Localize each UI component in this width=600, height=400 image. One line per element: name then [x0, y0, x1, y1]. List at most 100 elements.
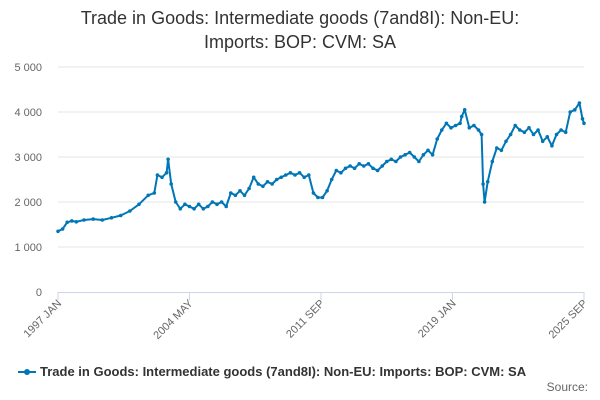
data-point[interactable] — [380, 164, 385, 168]
data-point[interactable] — [288, 171, 293, 175]
data-point[interactable] — [403, 153, 407, 157]
data-point[interactable] — [173, 200, 178, 204]
data-point[interactable] — [187, 204, 192, 209]
data-point[interactable] — [366, 162, 371, 166]
data-point[interactable] — [137, 202, 141, 207]
data-point[interactable] — [495, 146, 499, 150]
data-point[interactable] — [453, 123, 458, 128]
data-point[interactable] — [459, 114, 464, 119]
data-point[interactable] — [352, 166, 357, 171]
data-point[interactable] — [60, 227, 65, 231]
data-point[interactable] — [371, 166, 375, 171]
data-point[interactable] — [65, 220, 69, 225]
data-point[interactable] — [109, 216, 114, 220]
data-point[interactable] — [568, 110, 572, 114]
data-point[interactable] — [238, 189, 242, 193]
data-point[interactable] — [476, 128, 481, 132]
data-point[interactable] — [160, 175, 164, 180]
data-point[interactable] — [449, 126, 453, 130]
data-point[interactable] — [210, 200, 215, 204]
legend[interactable]: Trade in Goods: Intermediate goods (7and… — [18, 364, 526, 379]
data-point[interactable] — [229, 191, 233, 195]
data-point[interactable] — [91, 217, 95, 221]
data-point[interactable] — [215, 202, 219, 207]
data-point[interactable] — [563, 130, 568, 135]
data-point[interactable] — [284, 173, 288, 177]
data-point[interactable] — [559, 128, 563, 132]
data-point[interactable] — [118, 213, 123, 218]
data-point[interactable] — [504, 139, 508, 144]
data-point[interactable] — [164, 171, 169, 175]
data-point[interactable] — [481, 182, 485, 186]
data-point[interactable] — [70, 219, 74, 223]
data-point[interactable] — [146, 193, 150, 198]
data-point[interactable] — [82, 218, 86, 222]
data-point[interactable] — [398, 155, 403, 159]
data-point[interactable] — [385, 159, 389, 164]
data-point[interactable] — [320, 195, 325, 200]
data-point[interactable] — [357, 162, 362, 166]
data-point[interactable] — [540, 139, 545, 144]
data-point[interactable] — [407, 150, 412, 155]
data-point[interactable] — [348, 164, 352, 168]
data-point[interactable] — [426, 148, 430, 153]
data-point[interactable] — [554, 132, 559, 137]
data-point[interactable] — [485, 180, 490, 184]
data-point[interactable] — [550, 144, 554, 148]
data-point[interactable] — [444, 121, 449, 126]
data-point[interactable] — [261, 184, 265, 189]
data-point[interactable] — [169, 182, 173, 186]
data-point[interactable] — [513, 123, 517, 128]
data-point[interactable] — [256, 182, 261, 186]
data-point[interactable] — [251, 175, 256, 180]
data-point[interactable] — [536, 128, 540, 132]
data-point[interactable] — [458, 121, 462, 126]
data-point[interactable] — [334, 168, 339, 173]
data-point[interactable] — [573, 108, 577, 112]
data-point[interactable] — [265, 180, 270, 184]
data-point[interactable] — [233, 193, 238, 198]
data-point[interactable] — [577, 101, 582, 105]
data-point[interactable] — [545, 135, 550, 139]
data-point[interactable] — [362, 164, 366, 168]
data-point[interactable] — [531, 132, 536, 137]
data-point[interactable] — [389, 157, 394, 162]
data-point[interactable] — [274, 177, 279, 182]
data-point[interactable] — [329, 177, 334, 182]
data-point[interactable] — [155, 173, 160, 177]
data-point[interactable] — [325, 189, 329, 193]
data-point[interactable] — [270, 182, 274, 186]
data-point[interactable] — [462, 108, 467, 112]
data-point[interactable] — [297, 171, 302, 175]
data-point[interactable] — [302, 175, 307, 180]
data-point[interactable] — [518, 128, 522, 132]
data-point[interactable] — [166, 157, 170, 162]
data-point[interactable] — [580, 117, 585, 121]
data-point[interactable] — [201, 207, 206, 211]
data-point[interactable] — [394, 159, 398, 164]
data-point[interactable] — [482, 200, 487, 204]
data-point[interactable] — [430, 153, 435, 157]
data-point[interactable] — [100, 218, 105, 222]
data-point[interactable] — [412, 155, 417, 159]
data-point[interactable] — [440, 128, 444, 132]
data-point[interactable] — [375, 168, 380, 173]
data-point[interactable] — [196, 202, 201, 207]
data-point[interactable] — [242, 193, 247, 198]
data-point[interactable] — [183, 202, 187, 207]
data-point[interactable] — [527, 126, 531, 130]
data-point[interactable] — [499, 148, 504, 153]
data-point[interactable] — [343, 166, 348, 171]
data-point[interactable] — [508, 132, 513, 137]
data-point[interactable] — [74, 220, 79, 224]
data-point[interactable] — [435, 137, 440, 141]
data-point[interactable] — [307, 173, 311, 177]
data-point[interactable] — [247, 186, 251, 191]
data-point[interactable] — [192, 207, 196, 211]
data-point[interactable] — [128, 209, 132, 213]
data-point[interactable] — [479, 132, 484, 137]
data-point[interactable] — [224, 204, 228, 209]
data-point[interactable] — [417, 159, 421, 164]
data-point[interactable] — [311, 191, 316, 195]
data-point[interactable] — [582, 121, 586, 126]
